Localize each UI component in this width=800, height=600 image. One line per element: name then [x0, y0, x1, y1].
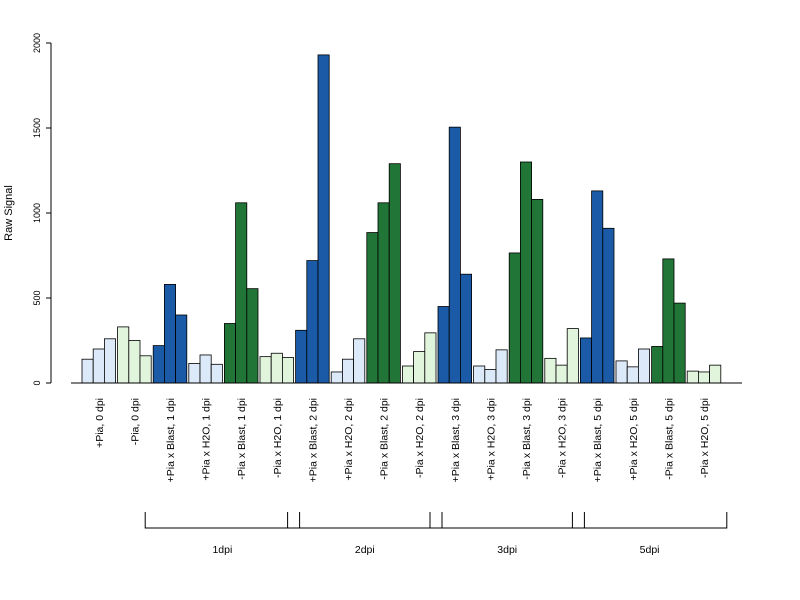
- y-tick-label: 500: [32, 290, 42, 305]
- bar: [270, 352, 283, 384]
- x-tick-label: +Pia x H2O, 5 dpi: [628, 398, 640, 481]
- bar: [199, 354, 212, 384]
- bar: [673, 302, 686, 384]
- group-label: 2dpi: [355, 544, 375, 556]
- bar: [366, 232, 379, 384]
- bars: [81, 54, 722, 384]
- bar: [495, 349, 508, 384]
- bar: [686, 370, 699, 384]
- x-tick-label: +Pia x Blast, 3 dpi: [450, 398, 462, 482]
- x-tick-label: -Pia x H2O, 5 dpi: [699, 398, 711, 478]
- bar: [709, 364, 722, 384]
- y-axis-label: Raw Signal: [3, 185, 15, 241]
- bar: [520, 161, 533, 384]
- group-label: 1dpi: [212, 544, 232, 556]
- bar: [424, 332, 437, 384]
- x-tick-label: -Pia x Blast, 1 dpi: [236, 398, 248, 480]
- x-tick-label: +Pia x Blast, 2 dpi: [307, 398, 319, 482]
- bar: [188, 363, 201, 384]
- bar: [508, 252, 521, 384]
- x-tick-label: +Pia x H2O, 1 dpi: [201, 398, 213, 481]
- y-tick-label: 0: [32, 380, 42, 385]
- bar: [117, 326, 130, 384]
- bar: [401, 365, 414, 384]
- bar: [306, 260, 319, 384]
- bar: [81, 358, 94, 384]
- bar: [459, 273, 472, 384]
- bar: [139, 355, 152, 384]
- bar: [235, 202, 248, 384]
- x-tick-label: +Pia x Blast, 1 dpi: [165, 398, 177, 482]
- bar: [437, 306, 450, 384]
- x-tick-label: +Pia x H2O, 2 dpi: [343, 398, 355, 481]
- bar: [473, 365, 486, 384]
- bar: [210, 363, 223, 384]
- category-labels: +Pia, 0 dpi -Pia, 0 dpi +Pia x Blast, 1 dp…: [94, 398, 711, 482]
- bar: [626, 366, 639, 384]
- y-tick-label: 1500: [32, 118, 42, 138]
- bar: [152, 345, 165, 384]
- bar: [128, 340, 141, 384]
- bar: [698, 371, 711, 384]
- x-tick-label: -Pia, 0 dpi: [129, 398, 141, 445]
- y-tick-label: 2000: [32, 33, 42, 53]
- bar: [317, 54, 330, 384]
- bar: [163, 283, 176, 384]
- y-axis: 0 500 1000 1500 2000: [32, 33, 52, 386]
- bar: [555, 364, 568, 384]
- x-tick-label: -Pia x Blast, 5 dpi: [663, 398, 675, 480]
- bar: [259, 356, 272, 384]
- bar: [175, 314, 188, 384]
- bar: [531, 198, 544, 384]
- bar: [580, 337, 593, 384]
- bar: [544, 357, 557, 384]
- bar: [388, 163, 401, 384]
- bar: [484, 368, 497, 384]
- group-bracket: [287, 512, 443, 529]
- group-brackets: 1dpi 2dpi 3dpi 5dpi: [144, 512, 728, 556]
- bar: [353, 338, 366, 384]
- bar: [246, 288, 259, 384]
- bar: [602, 227, 615, 384]
- x-tick-label: -Pia x Blast, 2 dpi: [379, 398, 391, 480]
- x-tick-label: +Pia x Blast, 5 dpi: [592, 398, 604, 482]
- x-tick-label: -Pia x H2O, 3 dpi: [557, 398, 569, 478]
- bar: [92, 348, 105, 384]
- bar: [104, 338, 117, 384]
- x-tick-label: -Pia x H2O, 2 dpi: [414, 398, 426, 478]
- bar: [651, 346, 664, 384]
- bar: [377, 202, 390, 384]
- group-bracket: [144, 512, 301, 529]
- group-label: 3dpi: [497, 544, 517, 556]
- x-tick-label: +Pia x H2O, 3 dpi: [485, 398, 497, 481]
- bar: [638, 348, 651, 384]
- x-tick-label: +Pia, 0 dpi: [94, 398, 106, 448]
- bar: [591, 190, 604, 384]
- y-tick-label: 1000: [32, 203, 42, 223]
- bar: [413, 351, 426, 384]
- x-tick-label: -Pia x Blast, 3 dpi: [521, 398, 533, 480]
- bar: [662, 258, 675, 384]
- bar: [281, 357, 294, 384]
- bar: [448, 126, 461, 384]
- bar: [330, 371, 343, 384]
- bar: [295, 329, 308, 384]
- group-bracket: [429, 512, 585, 529]
- bar: [223, 323, 236, 384]
- bar: [615, 360, 628, 384]
- group-label: 5dpi: [640, 544, 660, 556]
- bar: [341, 358, 354, 384]
- x-tick-label: -Pia x H2O, 1 dpi: [272, 398, 284, 478]
- bar: [566, 328, 579, 384]
- group-bracket: [571, 512, 728, 529]
